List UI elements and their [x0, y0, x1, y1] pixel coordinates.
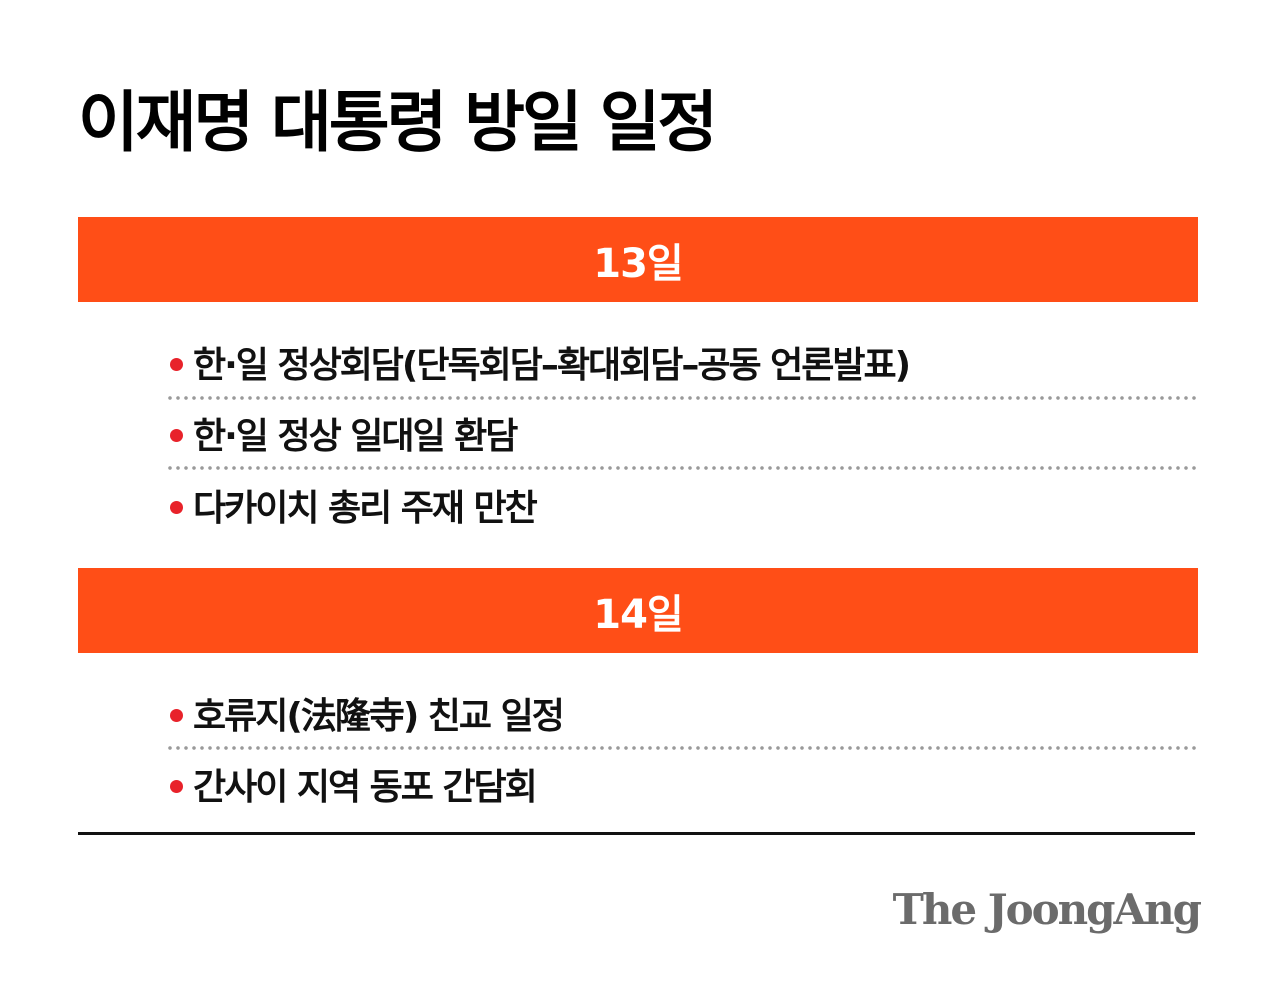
- schedule-item: 다카이치 총리 주재 만찬: [170, 475, 538, 535]
- schedule-item: 간사이 지역 동포 간담회: [170, 754, 538, 814]
- page-title: 이재명 대통령 방일 일정: [78, 84, 718, 161]
- day-header-13: 13일: [78, 217, 1198, 302]
- schedule-item-text: 다카이치 총리 주재 만찬: [193, 488, 538, 529]
- schedule-item-text: 한·일 정상회담(단독회담–확대회담–공동 언론발표): [193, 345, 911, 386]
- schedule-item-text: 호류지(法隆寺) 친교 일정: [193, 696, 565, 737]
- dotted-divider: [166, 396, 1196, 400]
- schedule-item: 호류지(法隆寺) 친교 일정: [170, 683, 565, 743]
- bullet-icon: [170, 428, 183, 442]
- bullet-icon: [170, 708, 183, 722]
- schedule-item-text: 한·일 정상 일대일 환담: [193, 416, 518, 457]
- bullet-icon: [170, 500, 183, 514]
- bullet-icon: [170, 779, 183, 793]
- schedule-item: 한·일 정상 일대일 환담: [170, 403, 518, 463]
- publisher-logo: The JoongAng: [892, 885, 1202, 934]
- day-header-14: 14일: [78, 568, 1198, 653]
- dotted-divider: [166, 466, 1196, 470]
- bullet-icon: [170, 357, 183, 371]
- bottom-rule: [78, 832, 1195, 835]
- schedule-item: 한·일 정상회담(단독회담–확대회담–공동 언론발표): [170, 332, 911, 392]
- schedule-item-text: 간사이 지역 동포 간담회: [193, 767, 538, 808]
- dotted-divider: [166, 746, 1196, 750]
